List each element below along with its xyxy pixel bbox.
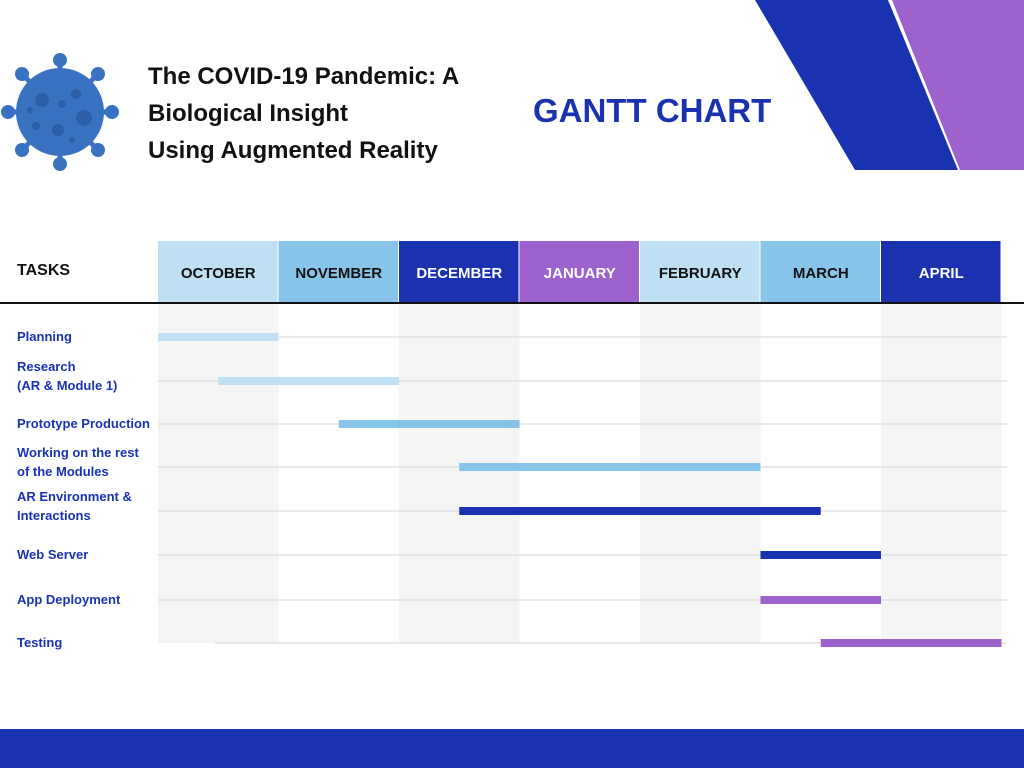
purple-stripe: [892, 0, 1024, 170]
task-label-line: Web Server: [17, 547, 89, 562]
task-label-line: AR Environment &: [17, 489, 132, 504]
month-header-cell: [278, 241, 398, 303]
month-label: APRIL: [919, 265, 964, 282]
task-bar: [218, 377, 399, 385]
task-label: AR Environment & Interactions: [17, 487, 158, 525]
month-label: NOVEMBER: [295, 265, 382, 282]
grid-column-shade: [881, 303, 1002, 643]
gantt-chart: OCTOBER NOVEMBER DECEMBER JANUARY FEBRUARY MA…: [0, 241, 1024, 647]
task-label: Research (AR & Module 1): [17, 357, 158, 395]
month-header-cell: [760, 241, 880, 303]
chart-title: GANTT CHART: [533, 92, 772, 129]
task-label: App Deployment: [17, 590, 158, 609]
title-line: Biological Insight: [148, 100, 349, 127]
month-label: FEBRUARY: [659, 265, 742, 282]
grid-column-shade: [640, 303, 761, 643]
month-label: MARCH: [793, 265, 849, 282]
task-label: Testing: [17, 633, 158, 652]
footer-bar: [0, 729, 1024, 768]
month-header-cell: [158, 241, 278, 303]
task-label: Planning: [17, 327, 158, 346]
month-label: JANUARY: [544, 265, 616, 282]
task-label: Prototype Production: [17, 414, 158, 433]
title-line: Using Augmented Reality: [148, 137, 438, 164]
task-label-line: Interactions: [17, 508, 91, 523]
task-label-line: (AR & Module 1): [17, 378, 118, 393]
task-bar: [459, 507, 821, 515]
task-bar: [760, 596, 881, 604]
task-bar: [338, 420, 520, 428]
task-label-line: Working on the rest: [17, 445, 139, 460]
task-label-line: Planning: [17, 329, 72, 344]
task-bar: [760, 551, 881, 559]
blue-stripe: [755, 0, 958, 170]
month-label: DECEMBER: [416, 265, 502, 282]
virus-icon: [1, 53, 119, 171]
month-label: OCTOBER: [181, 265, 256, 282]
month-header-cell: [881, 241, 1001, 303]
title-line: The COVID-19 Pandemic: A: [148, 63, 460, 90]
task-bar: [158, 333, 279, 341]
task-bar: [459, 463, 761, 471]
task-label-line: of the Modules: [17, 464, 109, 479]
task-bar: [820, 639, 1002, 647]
tasks-column-header: TASKS: [17, 262, 71, 279]
decorative-stripes: [755, 0, 1024, 170]
page-title: The COVID-19 Pandemic: A Biological Insi…: [148, 58, 508, 169]
task-label-line: Prototype Production: [17, 416, 150, 431]
task-label: Web Server: [17, 545, 158, 564]
task-label-line: Testing: [17, 635, 63, 650]
task-label-line: App Deployment: [17, 592, 121, 607]
grid-column-shade: [399, 303, 520, 643]
task-label-line: Research: [17, 359, 76, 374]
month-header-cell: [640, 241, 760, 303]
month-header-cell: [519, 241, 639, 303]
month-header-cell: [399, 241, 519, 303]
grid-column-shade: [158, 303, 279, 643]
task-label: Working on the rest of the Modules: [17, 443, 158, 481]
